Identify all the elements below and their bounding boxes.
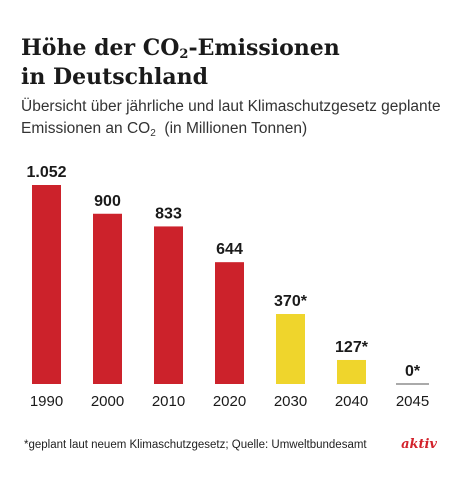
value-label-2020: 644 [216,241,243,258]
brand-logo: aktiv [401,437,437,452]
value-label-2030: 370* [274,293,308,310]
category-label-2010: 2010 [152,393,185,410]
subtitle-unit: (in Millionen Tonnen) [164,120,308,137]
bar-2010 [154,226,183,384]
title-part2: -Emissionen [188,35,340,61]
category-label-2020: 2020 [213,393,246,410]
bar-2040 [337,359,366,384]
category-label-1990: 1990 [30,393,63,410]
title-part1: Höhe der CO [21,35,180,61]
value-label-2040: 127* [335,339,369,356]
subtitle-line2-part1: Emissionen an CO [21,120,151,137]
category-label-2030: 2030 [274,393,307,410]
value-label-2010: 833 [155,205,182,222]
bar-1990 [32,185,61,384]
value-label-1990: 1.052 [26,164,66,181]
title-line2: in Deutschland [21,64,209,90]
category-label-2045: 2045 [396,393,429,410]
subtitle-subscript: 2 [150,128,156,139]
value-label-2000: 900 [94,193,121,210]
category-label-2040: 2040 [335,393,368,410]
bar-2000 [93,213,122,384]
chart-subtitle: Übersicht über jährliche und laut Klimas… [21,96,451,140]
title-subscript: 2 [179,47,189,62]
category-label-2000: 2000 [91,393,124,410]
value-label-2045: 0* [405,363,421,380]
chart-title: Höhe der CO2-Emissionen in Deutschland [21,34,441,92]
subtitle-line1: Übersicht über jährliche und laut Klimas… [21,98,441,115]
bar-2020 [215,262,244,384]
bar-2030 [276,314,305,384]
bar-chart: 1.052 1990 900 2000 833 2010 644 2020 370* 2030 12… [26,164,429,410]
footnote: *geplant laut neuem Klimaschutzgesetz; Q… [24,439,367,451]
